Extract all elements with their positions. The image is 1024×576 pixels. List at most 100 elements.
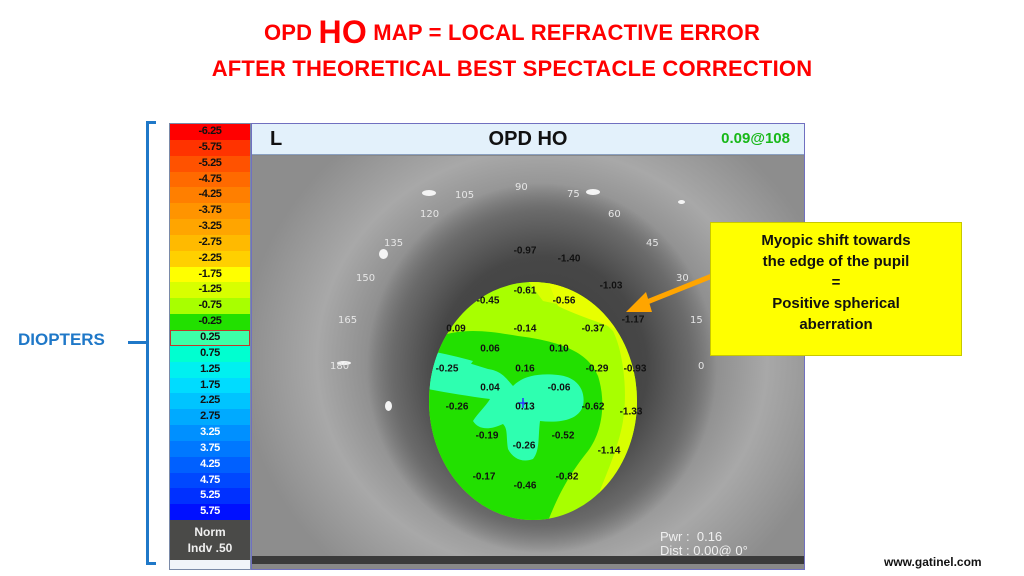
zone-value: -0.45 <box>476 295 500 307</box>
angle-label: 180 <box>330 361 350 372</box>
scale-cell: 5.25 <box>170 488 250 505</box>
scale-cell: -6.25 <box>170 124 250 140</box>
zone-value: 0.10 <box>549 343 569 355</box>
scale-cell: 2.25 <box>170 393 250 410</box>
zone-value: -0.56 <box>552 295 576 307</box>
angle-label: 135 <box>384 238 404 249</box>
bracket-tick <box>128 341 146 344</box>
scale-cell: -2.75 <box>170 234 250 251</box>
norm-label: Norm <box>194 525 226 540</box>
zone-value: -0.82 <box>555 471 579 483</box>
scale-cell: -3.75 <box>170 203 250 220</box>
power-readout: Pwr : 0.16 Dist : 0.00@ 0° <box>660 530 748 558</box>
scale-cell: 5.75 <box>170 504 250 521</box>
angle-label: 30 <box>676 273 689 284</box>
dist-value: 0.00@ 0° <box>693 543 748 558</box>
callout-box: Myopic shift towards the edge of the pup… <box>710 222 962 356</box>
zone-value: -0.93 <box>623 363 647 375</box>
scale-cell: 1.25 <box>170 361 250 378</box>
zone-value: -1.14 <box>597 445 621 457</box>
diopters-label: DIOPTERS <box>18 330 105 349</box>
zone-value: -0.29 <box>585 363 609 375</box>
scale-cell: -0.25 <box>170 314 250 330</box>
color-scale: -6.25 -5.75 -5.25 -4.75 -4.25 -3.75 -3.25 -2.75… <box>169 123 251 570</box>
zone-value: -0.52 <box>551 430 575 442</box>
scale-cell: 4.25 <box>170 456 250 473</box>
zone-value: -1.33 <box>619 406 643 418</box>
reflection-dot <box>337 361 351 365</box>
scale-cell: 0.25 <box>170 329 250 346</box>
scale-cell: -3.25 <box>170 219 250 235</box>
title-ho: HO <box>318 14 367 50</box>
angle-label: 120 <box>420 209 440 220</box>
zone-value: -0.97 <box>513 245 537 257</box>
scale-cells: -6.25 -5.75 -5.25 -4.75 -4.25 -3.75 -3.25 -2.75… <box>170 124 250 521</box>
zone-value: 0.09 <box>446 323 466 335</box>
title-prefix: OPD <box>263 20 313 45</box>
angle-label: 165 <box>338 315 358 326</box>
zone-value: -0.06 <box>547 382 571 394</box>
reflection-dot <box>385 401 392 411</box>
reflection-dot <box>422 190 436 196</box>
zone-value: -1.03 <box>599 280 623 292</box>
scale-norm-button[interactable]: Norm Indv .50 <box>170 520 250 561</box>
scale-cell: -5.75 <box>170 139 250 156</box>
scale-cell: -1.25 <box>170 282 250 299</box>
scale-cell: -2.25 <box>170 250 250 267</box>
zone-value: -0.25 <box>435 363 459 375</box>
title-line-1: OPD HO MAP = LOCAL REFRACTIVE ERROR <box>0 14 1024 51</box>
photo-bottom-bar <box>252 556 804 564</box>
reflection-dot <box>678 200 685 204</box>
zone-value: -1.40 <box>557 253 581 265</box>
title-suffix: MAP = LOCAL REFRACTIVE ERROR <box>373 20 761 45</box>
zone-value: -1.17 <box>621 314 645 326</box>
scale-cell: 1.75 <box>170 377 250 394</box>
map-value: 0.09@108 <box>721 130 790 147</box>
scale-cell: 3.25 <box>170 425 250 441</box>
scale-cell: -5.25 <box>170 155 250 172</box>
title-line-2: AFTER THEORETICAL BEST SPECTACLE CORRECT… <box>211 56 813 81</box>
reflection-dot <box>379 249 388 259</box>
scale-cell: -4.25 <box>170 187 250 204</box>
pwr-label: Pwr : <box>660 529 690 544</box>
scale-cell: -4.75 <box>170 171 250 188</box>
zone-value: -0.14 <box>513 323 537 335</box>
opd-map-window: OPD HO L 0.09@108 90 105 75 120 60 135 4… <box>251 123 805 570</box>
website-link[interactable]: www.gatinel.com <box>884 555 982 569</box>
angle-label: 90 <box>515 182 528 193</box>
callout-line-1: Myopic shift towards <box>761 232 911 249</box>
angle-label: 75 <box>567 189 580 200</box>
eye-label: L <box>270 128 283 150</box>
scale-cell: 4.75 <box>170 472 250 489</box>
zone-value: 0.06 <box>480 343 500 355</box>
zone-value: -0.46 <box>513 480 537 492</box>
zone-value: 0.04 <box>480 382 500 394</box>
callout-line-5: aberration <box>799 316 873 333</box>
callout-arrow-icon <box>626 273 713 312</box>
angle-label: 0 <box>698 361 705 372</box>
scale-cell: 3.75 <box>170 440 250 457</box>
angle-label: 60 <box>608 209 621 220</box>
scale-cell: -0.75 <box>170 298 250 315</box>
zone-value: 0.13 <box>515 401 535 413</box>
map-header: OPD HO L 0.09@108 <box>252 124 804 155</box>
angle-label: 45 <box>646 238 659 249</box>
pupil-refraction-map <box>429 282 637 520</box>
zone-value: -0.37 <box>581 323 605 335</box>
zone-value: -0.17 <box>472 471 496 483</box>
callout-line-4: Positive spherical <box>772 295 900 312</box>
map-title: OPD HO <box>488 128 568 150</box>
zone-value: -0.26 <box>512 440 536 452</box>
bracket-icon <box>146 121 156 565</box>
scale-cell: 2.75 <box>170 409 250 426</box>
zone-value: -0.61 <box>513 285 537 297</box>
callout-line-2: the edge of the pupil <box>762 253 910 270</box>
scale-cell: 0.75 <box>170 345 250 362</box>
callout-line-3: = <box>831 274 841 291</box>
angle-label: 105 <box>455 190 475 201</box>
angle-label: 15 <box>690 315 703 326</box>
scale-cell: -1.75 <box>170 266 250 283</box>
indv-label: Indv .50 <box>187 541 233 556</box>
dist-label: Dist : <box>660 543 690 558</box>
zone-value: -0.62 <box>581 401 605 413</box>
